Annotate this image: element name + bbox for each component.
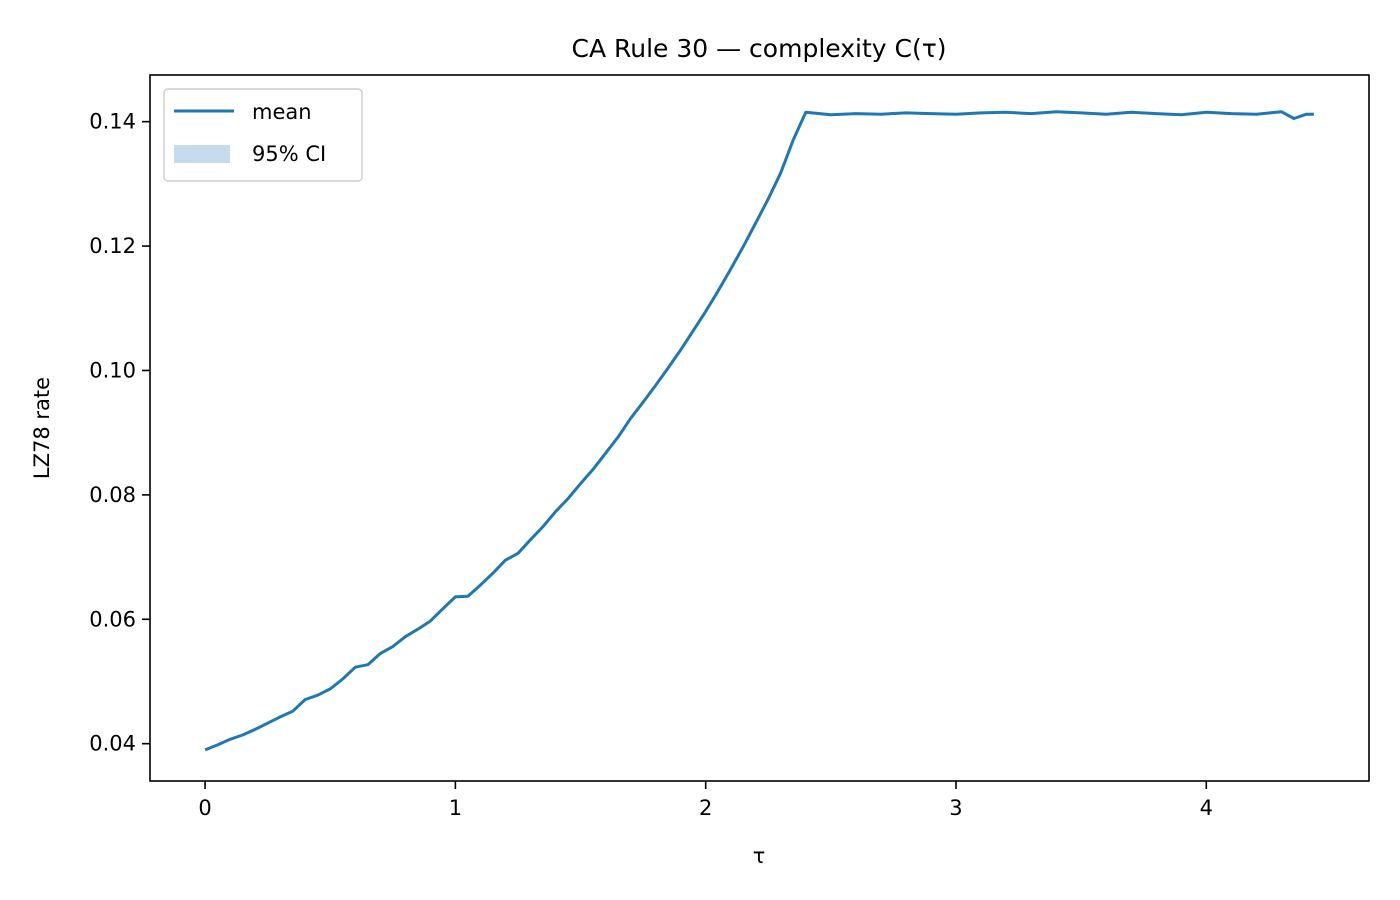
y-tick-label: 0.10 [89, 358, 136, 382]
mean-series [204, 110, 1314, 752]
y-axis-label: LZ78 rate [30, 377, 54, 479]
x-tick-label: 2 [699, 796, 712, 820]
y-axis: 0.04 0.06 0.08 0.10 0.12 0.14 [89, 110, 150, 756]
y-tick-label: 0.14 [89, 110, 136, 134]
y-tick-label: 0.08 [89, 483, 136, 507]
x-tick-label: 1 [449, 796, 462, 820]
x-axis: 0 1 2 3 4 [198, 781, 1213, 820]
x-tick-label: 0 [198, 796, 211, 820]
legend-band-swatch [174, 145, 230, 163]
series-line-0 [204, 110, 1314, 752]
y-tick-label: 0.04 [89, 732, 136, 756]
y-tick-label: 0.12 [89, 234, 136, 258]
legend-label-mean: mean [252, 100, 312, 124]
legend: mean 95% CI [163, 88, 363, 182]
chart-title: CA Rule 30 — complexity C(τ) [571, 34, 946, 63]
x-tick-label: 3 [949, 796, 962, 820]
legend-label-ci: 95% CI [252, 142, 326, 166]
x-tick-label: 4 [1200, 796, 1213, 820]
y-tick-label: 0.06 [89, 607, 136, 631]
plot-area [149, 74, 1370, 782]
x-axis-label: τ [753, 844, 766, 868]
